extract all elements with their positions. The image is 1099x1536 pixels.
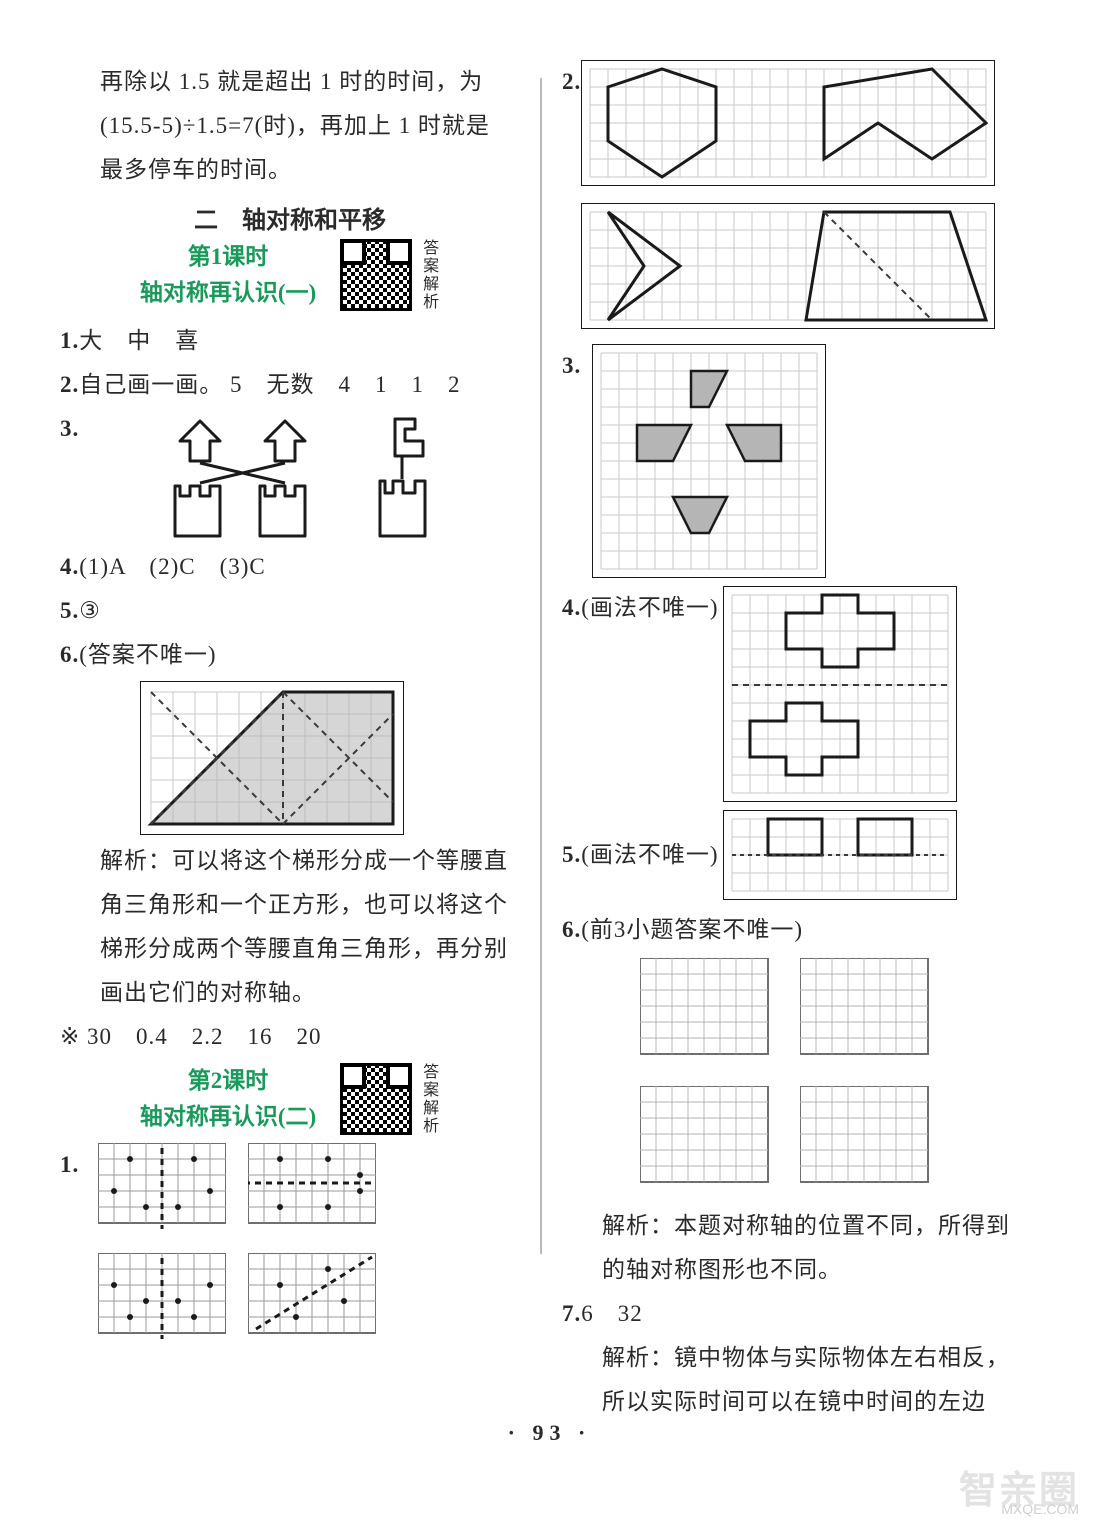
r-q5: 5.(画法不唯一) [562, 810, 1022, 900]
explain-line: 解析：本题对称轴的位置不同，所得到 [562, 1204, 1022, 1248]
figure-r2b [581, 203, 995, 329]
explain-line: 所以实际时间可以在镜中时间的左边 [562, 1380, 1022, 1424]
explain-line: 解析：可以将这个梯形分成一个等腰直 [60, 839, 520, 883]
intro-line: 最多停车的时间。 [60, 148, 520, 192]
q3-row: 3. [60, 407, 520, 545]
r-q4: 4.(画法不唯一) [562, 586, 1022, 802]
figure-r4 [723, 586, 957, 802]
figure-r5 [723, 810, 957, 900]
qr-label: 答案解析 [416, 1063, 440, 1135]
lesson-2-sub: 轴对称再认识(二) [140, 1099, 316, 1135]
watermark-brand: 智亲圈 [959, 1482, 1079, 1500]
lesson-2-title: 第2课时 [140, 1063, 316, 1099]
figure-r2a [581, 60, 995, 186]
intro-line: 再除以 1.5 就是超出 1 时的时间，为 [60, 60, 520, 104]
q1-bottom-row: 1. [60, 1143, 520, 1349]
blank-grid [800, 1086, 944, 1198]
mini-grid-3 [98, 1253, 226, 1349]
mini-grid-2 [248, 1143, 376, 1239]
qr-block: 答案解析 [340, 1063, 440, 1135]
explain-line: 角三角形和一个正方形，也可以将这个 [60, 883, 520, 927]
qr-code-icon [340, 239, 412, 311]
figure-trapezoid-grid [140, 681, 404, 835]
answer-line: 4.(1)A (2)C (3)C [60, 545, 520, 589]
explain-line: 梯形分成两个等腰直角三角形，再分别 [60, 927, 520, 971]
watermark: 智亲圈 MXQE.COM [959, 1482, 1079, 1518]
blank-grid [800, 958, 944, 1070]
left-column: 再除以 1.5 就是超出 1 时的时间，为 (15.5-5)÷1.5=7(时)，… [60, 60, 540, 1424]
page-number: · 93 · [0, 1420, 1099, 1446]
section-title: 二 轴对称和平移 [60, 200, 520, 235]
figure-arrows-castles [145, 411, 465, 541]
r-q6-line: 6.(前3小题答案不唯一) [562, 908, 1022, 952]
lesson-1-sub: 轴对称再认识(一) [140, 275, 316, 311]
answer-line: 6.(答案不唯一) [60, 633, 520, 677]
blank-grid [640, 1086, 784, 1198]
mini-grid-4 [248, 1253, 376, 1349]
answer-line: 1.大 中 喜 [60, 319, 520, 363]
lesson-1-title: 第1课时 [140, 239, 316, 275]
answer-line: 2.自己画一画。 5 无数 4 1 1 2 [60, 363, 520, 407]
r-q3: 3. [562, 344, 1022, 578]
right-column: 2. [542, 60, 1022, 1424]
intro-line: (15.5-5)÷1.5=7(时)，再加上 1 时就是 [60, 104, 520, 148]
r-q2: 2. [562, 60, 1022, 334]
figure-r6-grids [562, 958, 1022, 1198]
qr-code-icon [340, 1063, 412, 1135]
qr-block: 答案解析 [340, 239, 440, 311]
blank-grid [640, 958, 784, 1070]
explain-line: 画出它们的对称轴。 [60, 971, 520, 1015]
qr-label: 答案解析 [416, 239, 440, 311]
mini-grid-1 [98, 1143, 226, 1239]
explain-line: 解析：镜中物体与实际物体左右相反， [562, 1336, 1022, 1380]
star-line: ※ 30 0.4 2.2 16 20 [60, 1015, 520, 1059]
lesson-2-header: 第2课时 轴对称再认识(二) 答案解析 [60, 1063, 520, 1135]
explain-line: 的轴对称图形也不同。 [562, 1248, 1022, 1292]
lesson-1-header: 第1课时 轴对称再认识(一) 答案解析 [60, 239, 520, 311]
answer-line: 5.③ [60, 589, 520, 633]
r-q7-line: 7.6 32 [562, 1292, 1022, 1336]
figure-r3 [592, 344, 826, 578]
